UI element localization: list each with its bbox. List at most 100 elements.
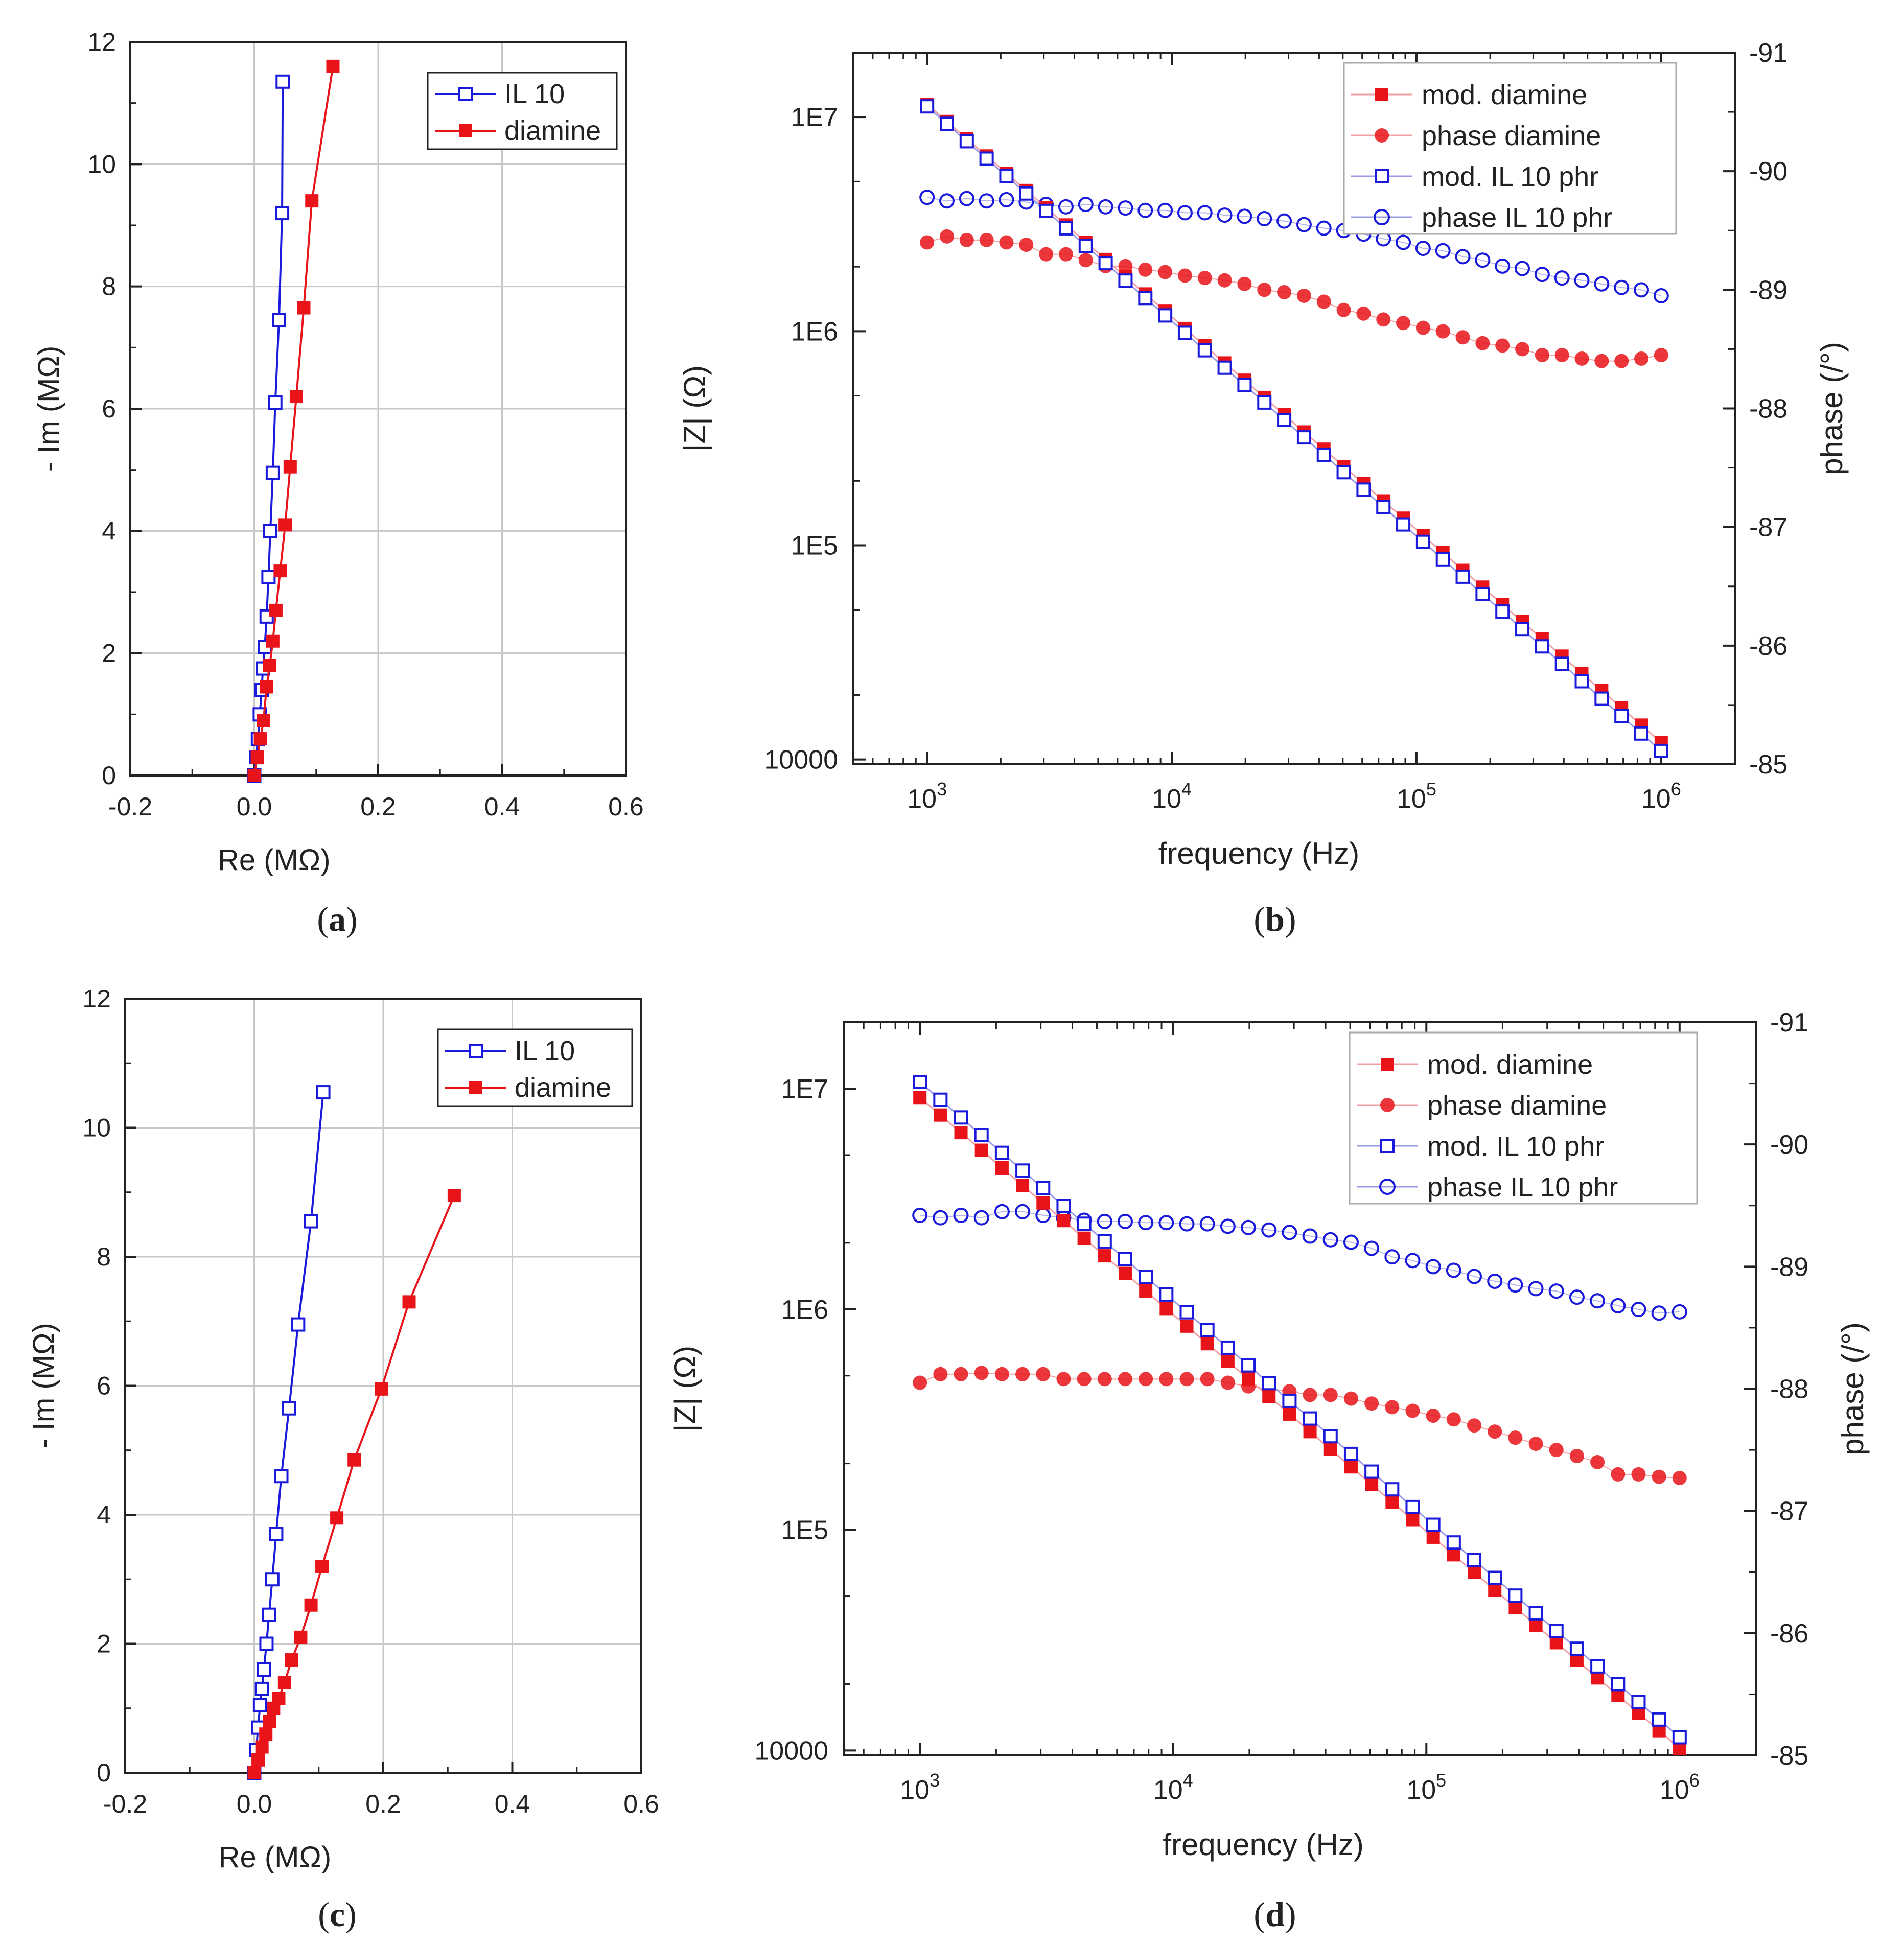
x-tick-label: 0.6	[608, 792, 644, 821]
legend-label: phase IL 10 phr	[1422, 202, 1612, 233]
phase-il10-point	[994, 1204, 1010, 1219]
y-tick-label: 10	[82, 1114, 111, 1142]
phase-il10-point	[1405, 1253, 1421, 1269]
phase-diamine-point	[1672, 1471, 1687, 1486]
il10-point	[316, 1085, 331, 1100]
y-tick-label: 0	[97, 1758, 111, 1787]
mod-il10-point	[1257, 395, 1272, 410]
mod-diamine-point	[1591, 1671, 1605, 1685]
x-tick-label: 0.4	[484, 792, 520, 821]
phase-diamine-point	[1197, 271, 1212, 286]
phase-il10-point	[1118, 200, 1133, 216]
phase-il10-point	[999, 192, 1014, 207]
mod-il10-point	[1077, 1216, 1092, 1231]
phase-il10-point	[1261, 1222, 1277, 1238]
mod-il10-point	[1467, 1553, 1482, 1567]
legend-marker	[458, 87, 473, 101]
phase-il10-point	[1614, 279, 1630, 295]
mod-diamine-point	[995, 1161, 1009, 1175]
y-axis-title: |Z| (Ω)	[668, 1346, 702, 1432]
y-tick-label: 8	[97, 1242, 111, 1271]
x-axis-title: Re (MΩ)	[218, 843, 331, 877]
diamine-point	[263, 1715, 276, 1728]
phase-il10-point	[1467, 1269, 1482, 1284]
phase-il10-point	[979, 193, 994, 209]
phase-il10-point	[1507, 1277, 1523, 1293]
mod-il10-point	[939, 116, 954, 131]
phase-diamine-line	[919, 1372, 1680, 1479]
legend-marker	[1375, 128, 1389, 143]
phase-il10-point	[1158, 1215, 1174, 1231]
mod-diamine-point	[1529, 1618, 1543, 1632]
y-tick-label: 1E7	[791, 103, 838, 132]
mod-il10-point	[1652, 1712, 1666, 1727]
phase-diamine-point	[1336, 302, 1351, 317]
phase-diamine-point	[1158, 265, 1173, 279]
mod-il10-point	[1611, 1677, 1626, 1692]
phase-diamine-point	[1574, 351, 1589, 366]
x-tick-label: -0.2	[103, 1790, 147, 1818]
phase-il10-point	[1237, 208, 1252, 224]
phase-il10-point	[933, 1210, 948, 1226]
diamine-point	[375, 1382, 388, 1396]
mod-il10-point	[1296, 430, 1311, 445]
phase-diamine-point	[1039, 247, 1054, 262]
phase-diamine-point	[1078, 253, 1093, 268]
phase-diamine-point	[1277, 285, 1292, 299]
phase-diamine-point	[1159, 1372, 1174, 1387]
phase-diamine-point	[1631, 1467, 1646, 1482]
mod-il10-point	[1405, 1499, 1420, 1514]
diamine-point	[447, 1189, 461, 1203]
phase-il10-point	[1179, 1216, 1195, 1232]
phase-il10-point	[939, 193, 955, 209]
phase-il10-point	[1316, 220, 1332, 236]
mod-diamine-point	[1385, 1495, 1399, 1509]
mod-il10-point	[1200, 1323, 1215, 1337]
phase-il10-point	[1396, 234, 1411, 250]
mod-il10-point	[954, 1110, 968, 1125]
mod-diamine-point	[974, 1143, 988, 1157]
mod-il10-point	[1316, 448, 1331, 462]
phase-il10-point	[1495, 258, 1511, 274]
phase-il10-point	[973, 1210, 989, 1226]
phase-diamine-point	[1376, 312, 1391, 327]
legend-box	[437, 1028, 633, 1107]
phase-il10-point	[1257, 211, 1272, 227]
phase-diamine-point	[1554, 348, 1569, 363]
mod-il10-point	[1528, 1606, 1543, 1621]
panel-c-nyquist-chart: -0.2 0.0 0.2 0.4 0.6 0 2 4 6 8 10 12 Re (MΩ) - Im (MΩ…	[27, 984, 659, 1874]
mod-il10-point	[1217, 360, 1232, 375]
diamine-point	[247, 1766, 261, 1779]
diamine-point	[273, 564, 287, 578]
mod-il10-point	[979, 151, 994, 166]
mod-il10-point	[1515, 622, 1530, 637]
diamine-point	[315, 1560, 329, 1573]
mod-il10-point	[1426, 1517, 1441, 1532]
diamine-point	[253, 732, 267, 746]
il10-point	[291, 1317, 306, 1332]
mod-il10-point	[1019, 186, 1034, 201]
mod-il10-point	[913, 1075, 927, 1090]
phase-diamine-point	[994, 1367, 1009, 1381]
x-tick-label: 106	[1660, 1770, 1700, 1805]
mod-il10-point	[1058, 221, 1073, 236]
phase-il10-point	[1138, 1215, 1154, 1231]
phase-diamine-point	[920, 235, 935, 250]
y2-tick-label: -88	[1770, 1375, 1808, 1404]
mod-diamine-point	[1057, 1214, 1071, 1228]
phase-diamine-point	[1257, 283, 1272, 297]
phase-il10-point	[1015, 1204, 1031, 1219]
diamine-point	[257, 714, 270, 727]
il10-point	[304, 1214, 318, 1229]
phase-diamine-point	[1435, 324, 1450, 339]
caption-b: (b)	[1253, 900, 1296, 938]
x-tick-label: 0.2	[360, 792, 396, 821]
mod-il10-point	[1078, 239, 1093, 253]
phase-il10-point	[1455, 249, 1471, 265]
phase-diamine-point	[1217, 273, 1232, 288]
phase-diamine-point	[1200, 1372, 1215, 1387]
phase-il10-point	[1220, 1218, 1236, 1234]
mod-il10-point	[1376, 500, 1391, 514]
phase-il10-point	[1157, 202, 1173, 218]
